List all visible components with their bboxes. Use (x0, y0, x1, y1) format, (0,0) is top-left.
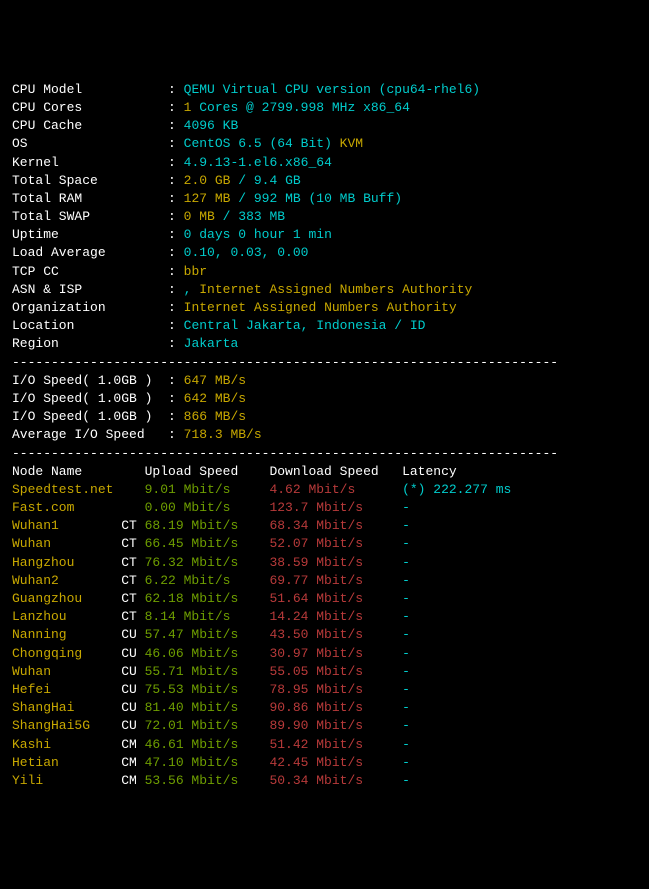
terminal-output: CPU Model : QEMU Virtual CPU version (cp… (12, 81, 637, 790)
